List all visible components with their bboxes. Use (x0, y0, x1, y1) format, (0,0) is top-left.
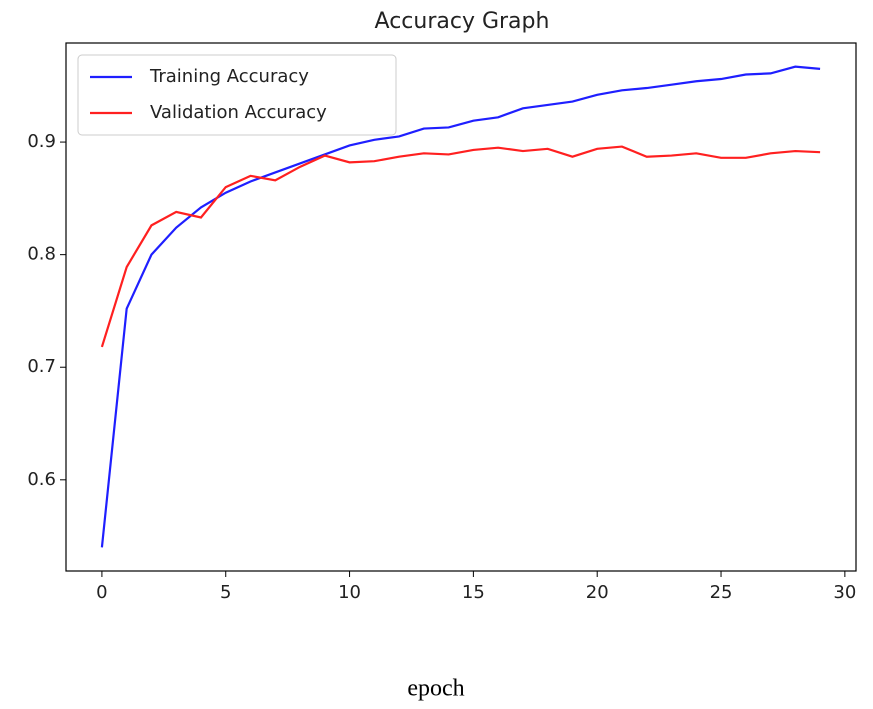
y-tick-label: 0.7 (27, 356, 56, 377)
x-tick-label: 20 (586, 582, 609, 603)
x-axis-label: epoch (407, 676, 464, 702)
legend-box (77, 54, 397, 136)
plot-frame (65, 42, 857, 572)
chart-title: Accuracy Graph (375, 9, 550, 34)
y-tick-label: 0.8 (27, 244, 56, 265)
legend-label: Training Accuracy (149, 66, 309, 87)
y-tick-label: 0.6 (27, 469, 56, 490)
x-tick-label: 5 (220, 582, 231, 603)
x-tick-label: 30 (833, 582, 856, 603)
x-tick-label: 15 (462, 582, 485, 603)
data-line (100, 145, 821, 348)
data-line (100, 65, 821, 548)
x-tick-label: 25 (710, 582, 733, 603)
y-tick-label: 0.9 (27, 131, 56, 152)
x-tick-label: 10 (338, 582, 361, 603)
legend-label: Validation Accuracy (150, 102, 327, 123)
x-tick-label: 0 (96, 582, 107, 603)
